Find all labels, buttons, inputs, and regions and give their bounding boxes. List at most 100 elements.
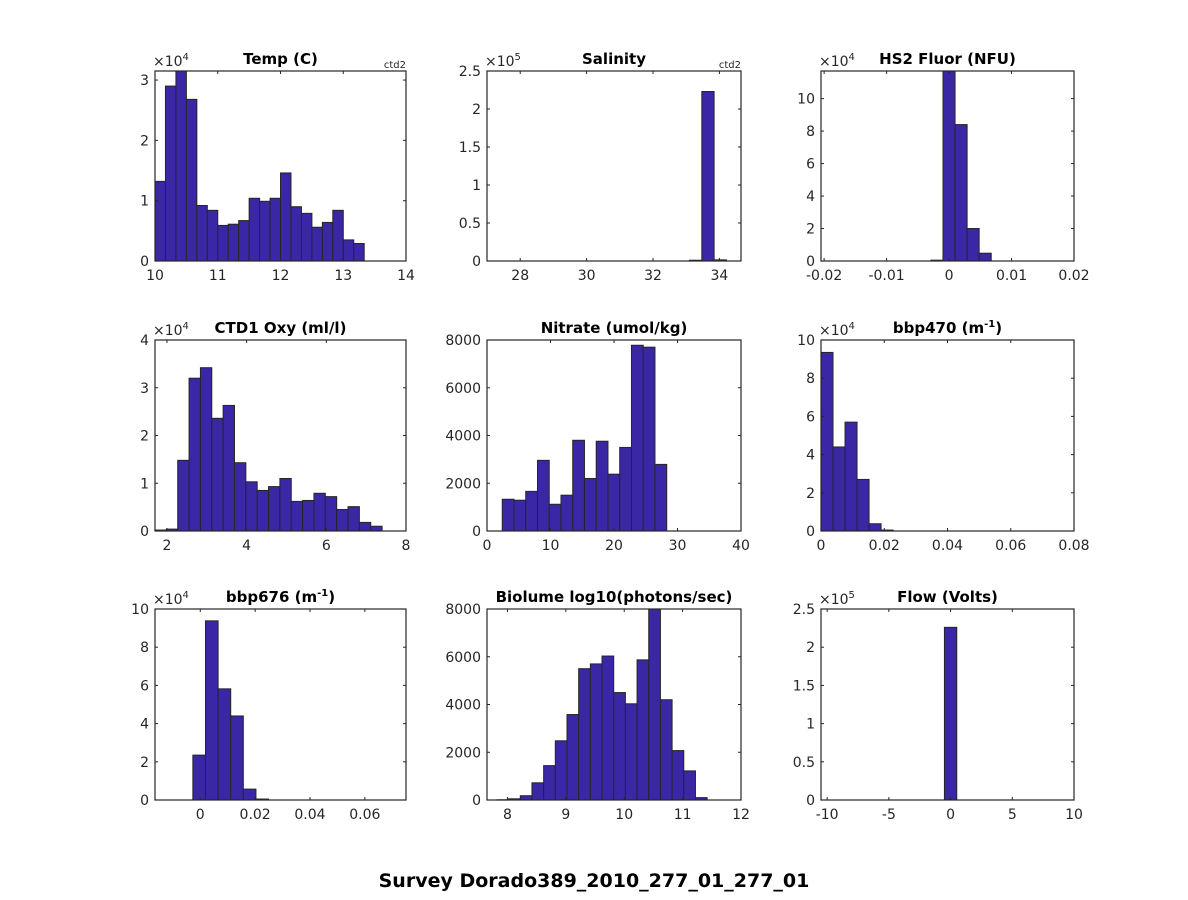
histogram-bar	[217, 688, 232, 801]
histogram-bar	[560, 494, 574, 532]
histogram-bar	[211, 417, 224, 532]
x-tick-label: -0.02	[806, 268, 842, 284]
histogram-bar	[671, 750, 685, 801]
x-tick-label: 0.04	[294, 807, 325, 823]
histogram-bar	[185, 98, 198, 262]
histogram-bar	[856, 478, 870, 532]
histogram-panel: -10 -5 0 5 10 0 0.5 1 1.5 2 2.5×105 Flow (Volts)	[793, 588, 1083, 823]
x-tick-label: 20	[605, 538, 623, 554]
histogram-bar	[279, 477, 292, 532]
histogram-bar	[347, 506, 360, 532]
y-tick-label: 0	[140, 524, 149, 540]
x-tick-label: 0	[817, 538, 826, 554]
x-tick-label: 0.04	[932, 538, 963, 554]
histogram-bar	[175, 70, 187, 262]
y-tick-label: 2	[806, 640, 815, 656]
histogram-bar	[154, 180, 166, 262]
histogram-bar	[519, 795, 533, 801]
histogram-bar	[245, 481, 258, 532]
histogram-bar	[832, 446, 846, 532]
axes-box	[820, 608, 1075, 801]
histogram-panel: 28 30 32 34 0 0.5 1 1.5 2 2.5×105 Salinity ctd2	[459, 50, 742, 284]
histogram-bar	[336, 509, 349, 532]
histogram-bar	[259, 200, 271, 262]
y-tick-label: 3	[140, 381, 149, 397]
histogram-bar	[222, 404, 235, 532]
y-tick-label: 6	[140, 678, 149, 694]
y-tick-label: 0	[472, 793, 481, 809]
histogram-bar	[844, 421, 858, 532]
histogram-bar	[636, 659, 650, 801]
y-tick-label: 2	[472, 102, 481, 118]
y-tick-label: 2	[140, 133, 149, 149]
histogram-bar	[177, 459, 190, 532]
histogram-bar	[942, 70, 956, 262]
histogram-bar	[233, 462, 247, 532]
y-tick-label: 2.5	[793, 602, 815, 618]
x-tick-label: 10	[615, 807, 633, 823]
histogram-bar	[601, 655, 615, 801]
x-tick-label: 4	[242, 538, 251, 554]
histogram-bar	[868, 523, 882, 532]
panel-title: CTD1 Oxy (ml/l)	[215, 319, 347, 337]
y-tick-label: 10	[797, 333, 815, 349]
x-tick-label: 10	[542, 538, 560, 554]
panel-note: ctd2	[719, 60, 741, 71]
y-tick-label: 1	[140, 194, 149, 210]
y-tick-label: 4000	[445, 698, 481, 714]
y-tick-label: 6	[806, 157, 815, 173]
axis-exponent-label: ×104	[819, 321, 855, 339]
histogram-bar	[192, 754, 206, 801]
histogram-bar	[642, 346, 656, 532]
histogram-bar	[164, 85, 177, 262]
y-tick-label: 2	[806, 486, 815, 502]
x-tick-label: -0.01	[868, 268, 904, 284]
y-tick-label: 2	[140, 429, 149, 445]
x-tick-label: 0.01	[996, 268, 1027, 284]
x-tick-label: 0	[946, 807, 955, 823]
histogram-panel: 8 9 10 11 12 0 2000 4000 6000 8000 Biolume log10(p…	[445, 588, 750, 823]
y-tick-label: 1	[472, 178, 481, 194]
histogram-bar	[332, 209, 344, 262]
y-tick-label: 1.5	[459, 140, 481, 156]
histogram-bar	[290, 500, 304, 532]
panel-title: Nitrate (umol/kg)	[541, 319, 688, 337]
x-tick-label: 0.02	[869, 538, 900, 554]
histogram-bar	[619, 446, 632, 532]
axis-exponent-label: ×104	[153, 52, 189, 70]
histogram-bar	[554, 740, 568, 801]
histogram-bar	[324, 496, 338, 532]
histogram-bar	[217, 224, 229, 262]
y-tick-label: 8	[140, 640, 149, 656]
x-tick-label: -5	[882, 807, 896, 823]
y-tick-label: 2.5	[459, 64, 481, 80]
x-tick-label: 9	[561, 807, 570, 823]
histogram-bar	[583, 477, 597, 532]
x-tick-label: 6	[322, 538, 331, 554]
histogram-bar	[206, 209, 219, 262]
y-tick-label: 2000	[445, 745, 481, 761]
y-tick-label: 3	[140, 73, 149, 89]
x-tick-label: 12	[732, 807, 750, 823]
axis-exponent-label: ×105	[485, 52, 521, 70]
x-tick-label: 34	[711, 268, 729, 284]
y-tick-label: 4	[806, 448, 815, 464]
y-tick-label: 8000	[445, 333, 481, 349]
axes-box	[154, 608, 407, 801]
y-tick-label: 2	[806, 222, 815, 238]
x-tick-label: 40	[732, 538, 750, 554]
histogram-bar	[242, 788, 257, 801]
histogram-bar	[578, 668, 591, 801]
y-tick-label: 0	[140, 254, 149, 270]
histogram-bar	[943, 626, 958, 801]
x-tick-label: 0.02	[1058, 268, 1089, 284]
axis-exponent-label: ×104	[819, 52, 855, 70]
figure-title: Survey Dorado389_2010_277_01_277_01	[378, 870, 810, 892]
histogram-bar	[513, 499, 527, 532]
y-tick-label: 10	[131, 602, 149, 618]
x-tick-label: 2	[162, 538, 171, 554]
histogram-bar	[321, 221, 334, 262]
x-tick-label: 0	[196, 807, 205, 823]
